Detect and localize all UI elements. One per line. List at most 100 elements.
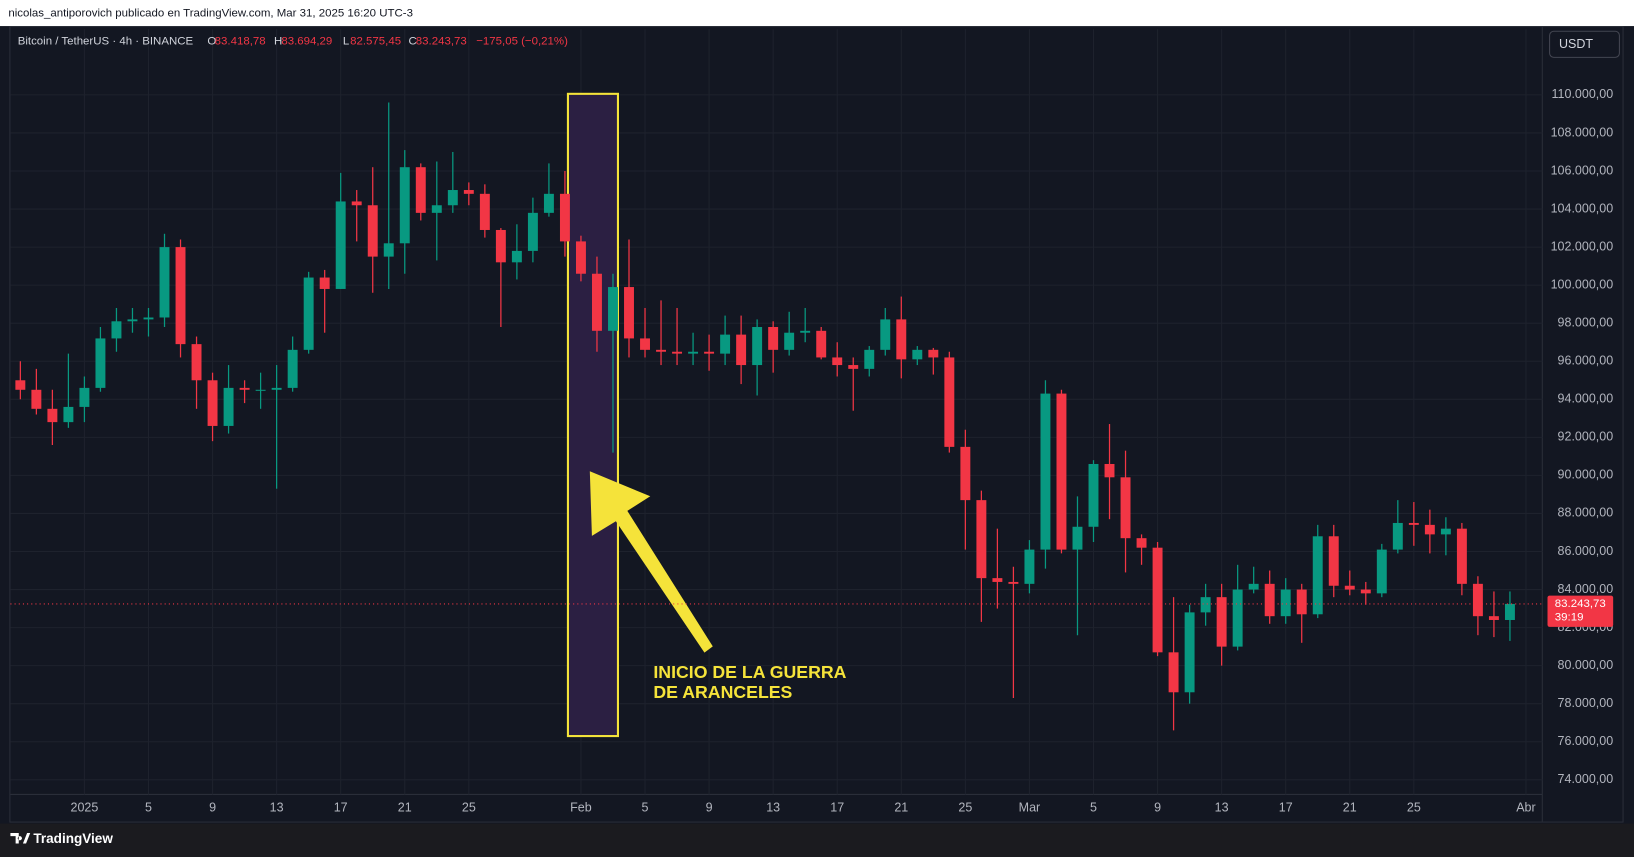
y-tick-label: 104.000,00: [1551, 201, 1614, 215]
countdown-label: 39:19: [1555, 612, 1584, 624]
candle-body: [1216, 597, 1227, 647]
x-tick-label: 5: [1090, 800, 1097, 814]
candle-body: [159, 247, 170, 318]
candle-body: [1376, 549, 1387, 594]
x-tick-label: Abr: [1516, 800, 1535, 814]
candle-body: [1072, 526, 1083, 550]
candle-body: [303, 277, 314, 350]
candle-body: [752, 327, 763, 366]
last-price-box: [1547, 595, 1614, 627]
candle-body: [1488, 616, 1499, 620]
x-tick-label: 25: [462, 800, 476, 814]
candle-body: [63, 406, 74, 423]
ohlc-value: 82.575,45: [350, 36, 401, 48]
currency-button[interactable]: [1549, 30, 1620, 58]
candle-body: [656, 349, 667, 352]
candle-body: [543, 193, 554, 213]
candle-body: [640, 338, 650, 350]
candle-body: [399, 167, 410, 244]
candle-body: [976, 500, 987, 579]
candle-body: [1264, 583, 1275, 617]
x-tick-label: 21: [894, 800, 908, 814]
candle-body: [896, 319, 907, 360]
candle-body: [1312, 536, 1323, 615]
x-tick-label: Mar: [1019, 800, 1041, 814]
y-tick-label: 106.000,00: [1551, 163, 1614, 177]
candle-body: [1024, 549, 1035, 584]
candle-body: [1136, 538, 1147, 548]
ohlc-value: 83.243,73: [416, 36, 467, 48]
annotation-line: DE ARANCELES: [653, 682, 792, 702]
x-tick-label: 5: [642, 800, 649, 814]
candle-body: [207, 380, 218, 426]
candle-body: [239, 387, 250, 390]
y-tick-label: 96.000,00: [1558, 354, 1614, 368]
candle-body: [1296, 589, 1307, 615]
y-tick-label: 84.000,00: [1558, 582, 1614, 596]
x-tick-label: 17: [830, 800, 844, 814]
candle-body: [720, 334, 731, 354]
candle-body: [79, 387, 90, 407]
x-tick-label: 13: [766, 800, 780, 814]
candle-body: [1120, 477, 1131, 539]
axes: 74.000,0076.000,0078.000,0080.000,0082.0…: [71, 87, 1614, 814]
x-tick-label: Feb: [570, 800, 592, 814]
candle-body: [511, 250, 522, 263]
candle-body: [1200, 597, 1211, 613]
panel-border: [9, 26, 1624, 823]
candle-body: [672, 351, 683, 354]
symbol-title: Bitcoin / TetherUS · 4h · BINANCE: [18, 36, 194, 48]
candle-body: [47, 408, 58, 423]
ohlc-value: 83.418,78: [215, 36, 266, 48]
x-tick-label: 21: [1343, 800, 1357, 814]
candle-body: [271, 387, 282, 390]
candle-body: [1472, 583, 1483, 617]
ohlc-letter: C: [409, 36, 417, 48]
candle-body: [704, 351, 715, 354]
candle-body: [223, 387, 234, 426]
candle-body: [383, 243, 394, 257]
x-tick-label: 5: [145, 800, 152, 814]
candle-body: [688, 351, 699, 354]
candle-body: [784, 332, 795, 350]
candle-body: [880, 319, 891, 350]
candle-body: [191, 344, 202, 381]
candle-body: [463, 190, 474, 194]
candle-body: [31, 389, 42, 409]
candle-body: [447, 190, 458, 206]
candle-body: [351, 201, 362, 206]
candle-body: [992, 578, 1003, 582]
candle-body: [800, 330, 811, 333]
last-price-label: 83.243,73: [1555, 598, 1606, 610]
candle-body: [287, 349, 298, 388]
candle-body: [1152, 547, 1163, 653]
candle-body: [1328, 536, 1339, 586]
annotation-line: INICIO DE LA GUERRA: [653, 662, 846, 682]
candle-body: [1040, 393, 1051, 550]
candle-body: [15, 380, 26, 390]
y-tick-label: 102.000,00: [1551, 239, 1614, 253]
candle-body: [575, 241, 586, 274]
candle-body: [608, 287, 618, 331]
candle-body: [367, 205, 378, 257]
candle-body: [864, 349, 875, 369]
ohlc-letter: O: [207, 36, 216, 48]
y-tick-label: 98.000,00: [1558, 315, 1614, 329]
brand-logo: [10, 833, 31, 844]
candle-body: [255, 389, 266, 391]
candle-body: [527, 212, 538, 251]
candle-body: [175, 247, 186, 345]
candle-body: [1456, 528, 1467, 584]
x-tick-label: 2025: [71, 800, 99, 814]
candle-body: [960, 446, 971, 501]
x-tick-label: 21: [398, 800, 412, 814]
ohlc-value: 83.694,29: [281, 36, 332, 48]
highlight-box: [566, 92, 620, 738]
candle-body: [335, 201, 346, 289]
candle-body: [816, 330, 827, 358]
candle-body: [912, 349, 923, 360]
candle-body: [768, 327, 779, 350]
candle-body: [559, 193, 570, 242]
y-tick-label: 100.000,00: [1551, 277, 1614, 291]
